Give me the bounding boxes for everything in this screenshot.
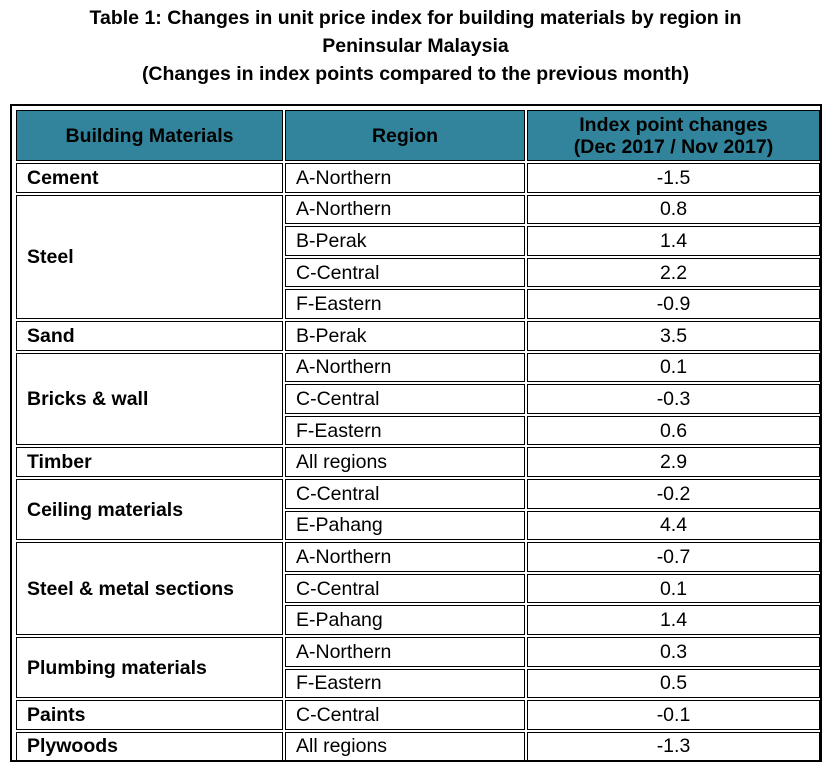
material-cell: Plywoods [16,731,283,762]
title-line-3: (Changes in index points compared to the… [141,63,690,85]
region-cell: F-Eastern [285,289,525,319]
region-cell: E-Pahang [285,510,525,541]
index-change-cell: 1.4 [527,605,820,635]
index-change-cell: -0.7 [527,542,820,572]
region-cell: C-Central [285,573,525,604]
material-cell: Cement [16,163,283,193]
material-cell: Ceiling materials [16,478,283,541]
table-row: Cement A-Northern -1.5 [16,163,820,193]
index-change-cell: 0.1 [527,573,820,604]
index-change-cell: -1.3 [527,731,820,762]
material-cell: Steel & metal sections [16,542,283,635]
index-change-cell: -0.3 [527,384,820,414]
index-change-cell: 0.1 [527,352,820,383]
table-row: Steel A-Northern 0.8 [16,194,820,319]
table-row: Steel & metal sections A-Northern -0.7 [16,542,820,635]
table-body: Cement A-Northern -1.5 Steel A-Northern 0.8 B-… [16,163,820,762]
header-changes-line-2: (Dec 2017 / Nov 2017) [573,135,774,158]
index-change-cell: -0.1 [527,700,820,730]
table-row: Bricks & wall A-Northern 0.1 [16,352,820,446]
index-change-cell: 0.5 [527,668,820,699]
index-change-cell: -0.9 [527,289,820,319]
table-row: B-Perak 1.4 [16,226,820,256]
header-row: Building Materials Region Index point ch… [16,110,820,161]
title-line-2: Peninsular Malaysia [322,35,509,57]
index-change-cell: 2.9 [527,447,820,477]
price-index-table: Building Materials Region Index point ch… [14,108,822,763]
table-row: Plumbing materials A-Northern 0.3 [16,636,820,699]
region-cell: A-Northern [285,636,525,667]
table-row: F-Eastern 0.5 [16,668,820,699]
region-cell: C-Central [285,384,525,414]
table-row: Ceiling materials C-Central -0.2 [16,478,820,541]
table-frame: Building Materials Region Index point ch… [10,104,822,762]
table-row: Paints C-Central -0.1 [16,700,820,730]
table-row: F-Eastern -0.9 [16,289,820,319]
region-cell: All regions [285,731,525,762]
index-change-cell: -0.2 [527,478,820,509]
index-change-cell: 2.2 [527,257,820,288]
material-cell: Sand [16,320,283,351]
title-line-1: Table 1: Changes in unit price index for… [89,7,742,29]
material-cell: Bricks & wall [16,352,283,446]
region-cell: F-Eastern [285,415,525,446]
table-row: C-Central -0.3 [16,384,820,414]
index-change-cell: 3.5 [527,320,820,351]
region-cell: A-Northern [285,542,525,572]
index-change-cell: 0.6 [527,415,820,446]
index-change-cell: 0.8 [527,194,820,225]
index-change-cell: 1.4 [527,226,820,256]
region-cell: C-Central [285,478,525,509]
region-cell: B-Perak [285,320,525,351]
table-row: F-Eastern 0.6 [16,415,820,446]
header-building-materials: Building Materials [16,110,283,161]
material-cell: Paints [16,700,283,730]
material-cell: Steel [16,194,283,319]
region-cell: A-Northern [285,194,525,225]
table-title: Table 1: Changes in unit price index for… [0,4,831,88]
material-cell: Plumbing materials [16,636,283,699]
region-cell: E-Pahang [285,605,525,635]
region-cell: C-Central [285,257,525,288]
table-row: C-Central 0.1 [16,573,820,604]
region-cell: C-Central [285,700,525,730]
index-change-cell: -1.5 [527,163,820,193]
region-cell: A-Northern [285,352,525,383]
table-row: E-Pahang 1.4 [16,605,820,635]
region-cell: All regions [285,447,525,477]
region-cell: A-Northern [285,163,525,193]
table-row: C-Central 2.2 [16,257,820,288]
table-row: Timber All regions 2.9 [16,447,820,477]
index-change-cell: 4.4 [527,510,820,541]
region-cell: F-Eastern [285,668,525,699]
header-changes-line-1: Index point changes [579,113,768,136]
table-row: Sand B-Perak 3.5 [16,320,820,351]
material-cell: Timber [16,447,283,477]
table-row: Plywoods All regions -1.3 [16,731,820,762]
table-row: E-Pahang 4.4 [16,510,820,541]
header-region: Region [285,110,525,161]
header-index-point-changes: Index point changes (Dec 2017 / Nov 2017… [527,110,820,161]
index-change-cell: 0.3 [527,636,820,667]
region-cell: B-Perak [285,226,525,256]
